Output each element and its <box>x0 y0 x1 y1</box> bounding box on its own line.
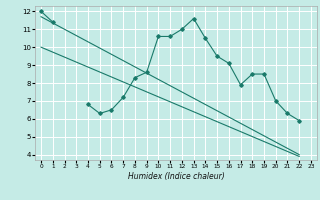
X-axis label: Humidex (Indice chaleur): Humidex (Indice chaleur) <box>128 172 224 181</box>
